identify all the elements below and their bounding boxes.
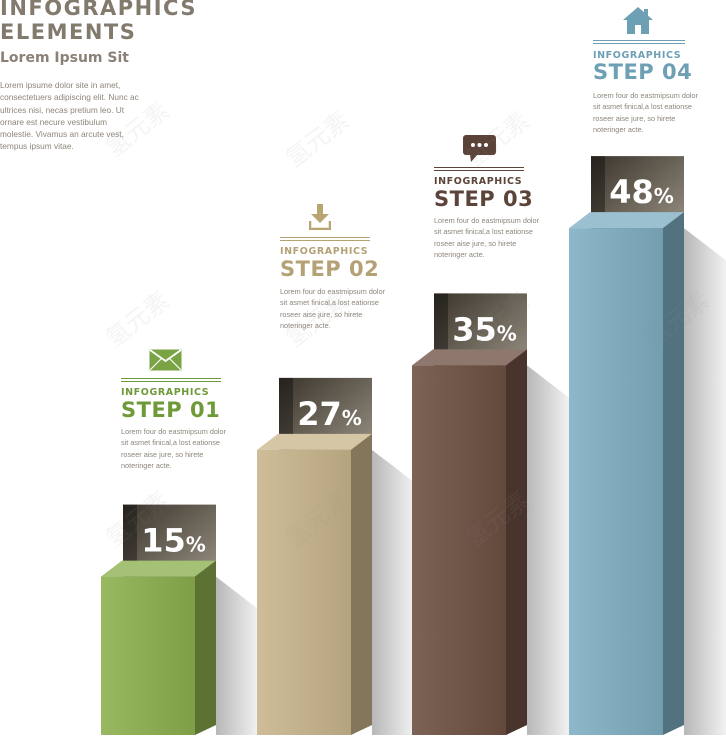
step-1-rule-top-2	[121, 381, 221, 382]
page-title: INFOGRAPHICS ELEMENTS	[0, 0, 197, 44]
bar-value-label: 15%	[141, 522, 206, 560]
download-icon	[308, 204, 332, 234]
step-2-kicker: INFOGRAPHICS	[280, 246, 369, 257]
bar-side-face	[506, 349, 527, 735]
step-1-kicker: INFOGRAPHICS	[121, 387, 210, 398]
bar-side-face	[351, 433, 372, 735]
bar-step-2	[257, 449, 351, 735]
bar-top-face	[412, 349, 527, 366]
step-2-desc: Lorem four do eastmipsum dolor sit asmet…	[280, 287, 386, 330]
step-3-label: STEP 03	[434, 187, 534, 211]
bar-value-label: 48%	[609, 173, 674, 211]
step-3-kicker: INFOGRAPHICS	[434, 176, 523, 187]
intro-text: Lorem ipsume dolor site in amet, consect…	[0, 80, 139, 152]
bar-top-face	[569, 212, 684, 229]
step-2-rule-top-2	[280, 240, 370, 241]
bar-step-1	[101, 576, 195, 735]
step-3-rule-top-2	[434, 170, 524, 171]
envelope-icon	[149, 349, 182, 375]
step-4-label: STEP 04	[593, 60, 693, 84]
bar-side-face	[663, 212, 684, 735]
chat-bubble-icon	[463, 135, 496, 166]
step-4-rule-top	[593, 40, 685, 41]
step-4-desc: Lorem four do eastmipsum dolor sit asmet…	[593, 91, 699, 134]
page-subtitle: Lorem Ipsum Sit	[0, 50, 129, 66]
step-1-rule-top	[121, 378, 221, 379]
house-icon	[622, 6, 654, 39]
step-2-rule-top	[280, 237, 370, 238]
step-3-desc: Lorem four do eastmipsum dolor sit asmet…	[434, 216, 540, 259]
step-2-label: STEP 02	[280, 257, 380, 281]
bar-shadow	[216, 576, 268, 735]
bar-value-label: 27%	[297, 395, 362, 433]
bar-value-label: 35%	[452, 310, 517, 348]
step-4-kicker: INFOGRAPHICS	[593, 50, 682, 61]
bar-shadow	[684, 228, 726, 735]
step-3-rule-top	[434, 167, 524, 168]
step-1-label: STEP 01	[121, 398, 221, 422]
step-4-rule-top-2	[593, 43, 685, 44]
bar-step-3	[412, 365, 506, 735]
bar-shadow	[372, 449, 424, 735]
bar-step-4	[569, 228, 663, 735]
step-1-desc: Lorem four do eastmipsum dolor sit asmet…	[121, 427, 227, 470]
bar-top-face	[101, 560, 216, 577]
bar-top-face	[257, 433, 372, 450]
bar-shadow	[527, 365, 579, 735]
bar-side-face	[195, 560, 216, 735]
